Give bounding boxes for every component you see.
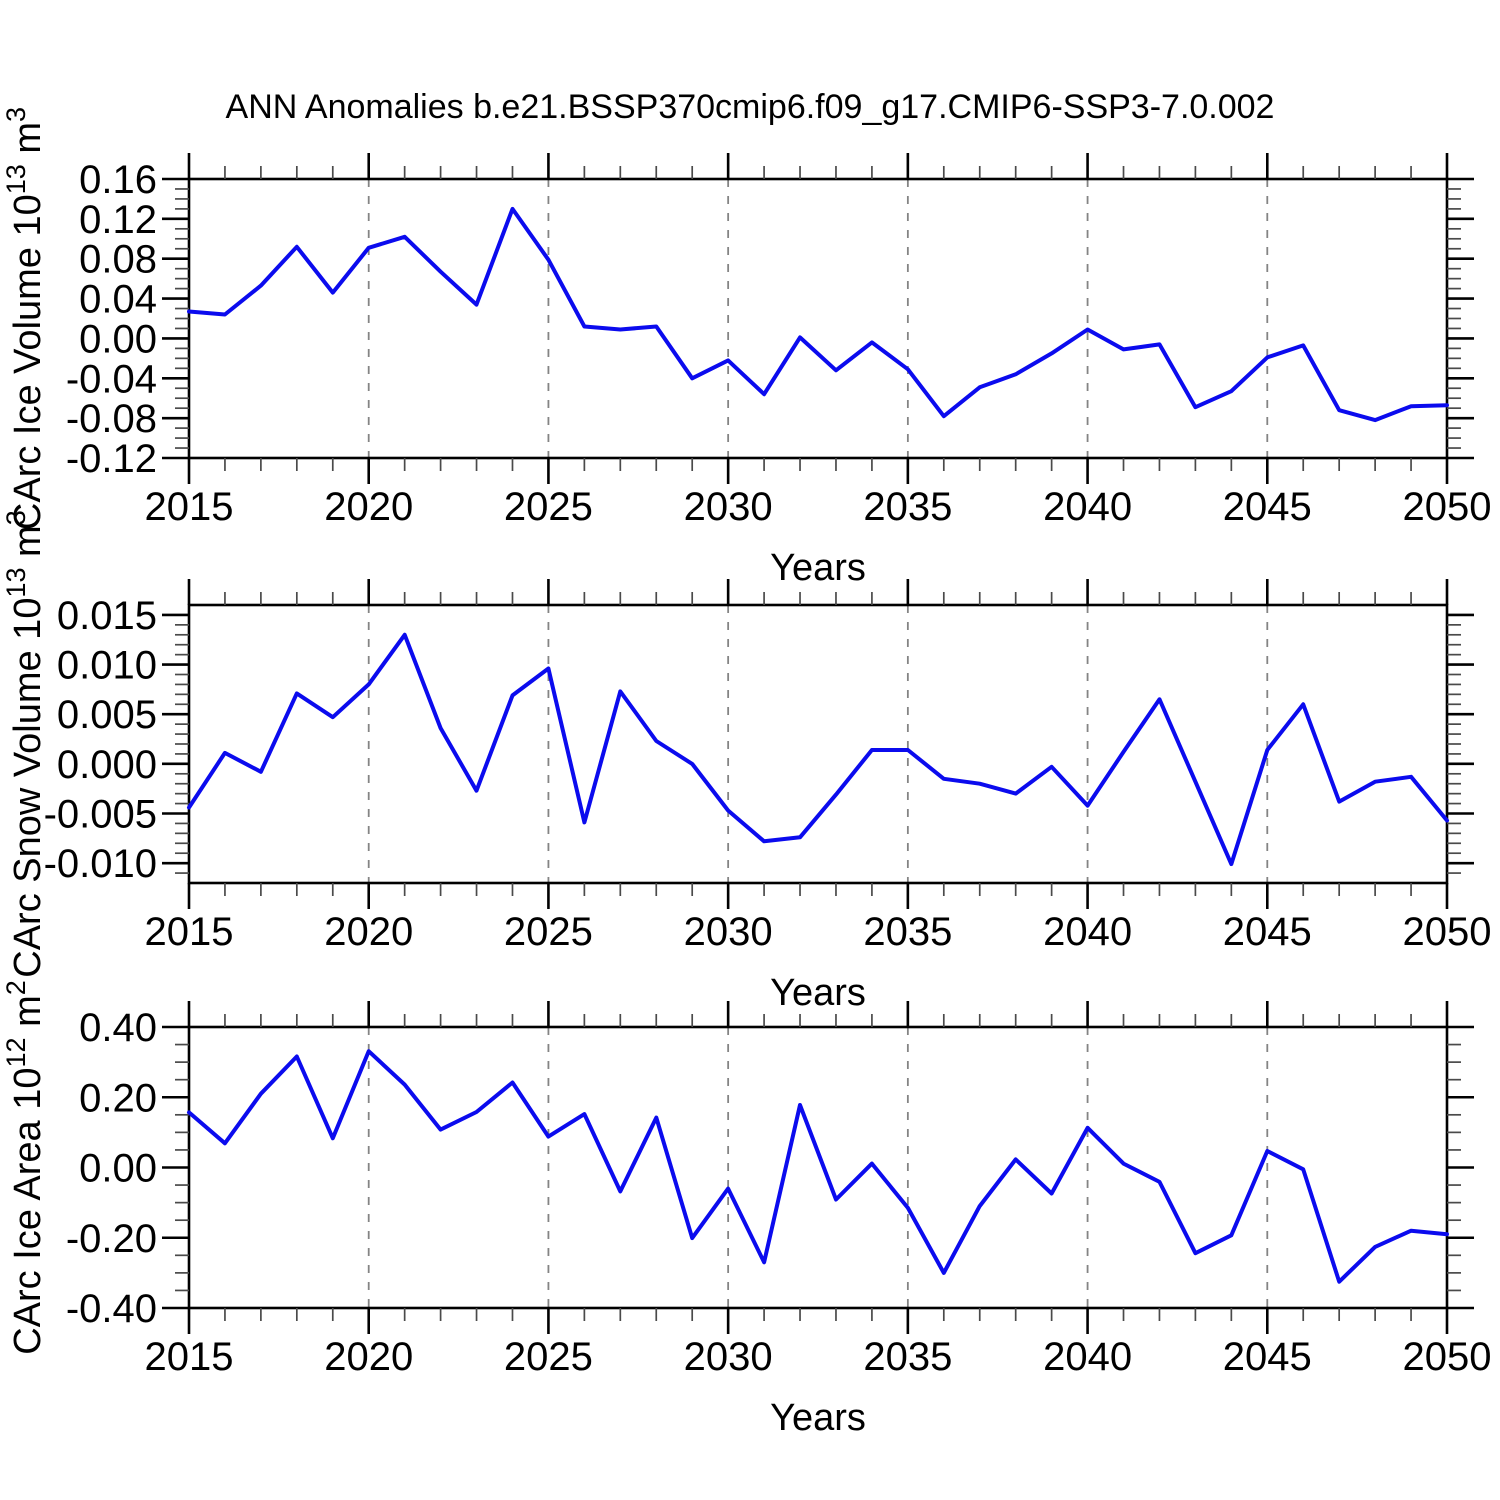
svg-text:2015: 2015 (145, 1335, 234, 1379)
svg-text:2035: 2035 (863, 1335, 952, 1379)
svg-text:2025: 2025 (504, 910, 593, 954)
svg-text:2050: 2050 (1403, 910, 1492, 954)
svg-text:2025: 2025 (504, 485, 593, 529)
svg-text:2035: 2035 (863, 485, 952, 529)
svg-text:2015: 2015 (145, 910, 234, 954)
svg-text:2030: 2030 (684, 1335, 773, 1379)
svg-text:2025: 2025 (504, 1335, 593, 1379)
svg-text:2015: 2015 (145, 485, 234, 529)
y-axis-ticks (162, 177, 1474, 460)
x-tick-labels: 2015 2020 2025 2030 2035 2040 2045 2050 (145, 910, 1492, 954)
svg-text:0.40: 0.40 (79, 1006, 157, 1050)
svg-text:2020: 2020 (324, 910, 413, 954)
svg-text:0.00: 0.00 (79, 317, 157, 361)
svg-text:2030: 2030 (684, 910, 773, 954)
plot-frame (187, 603, 1449, 885)
x-tick-labels: 2015 2020 2025 2030 2035 2040 2045 2050 (145, 1335, 1492, 1379)
svg-text:0.16: 0.16 (79, 158, 157, 202)
panel-carc-ice-area: 2015 2020 2025 2030 2035 2040 2045 2050 0.40 0.20… (1, 980, 1491, 1439)
gridlines (367, 1027, 1269, 1308)
y-tick-labels: 0.40 0.20 0.00 -0.20 -0.40 (66, 1006, 157, 1331)
x-axis-ticks (187, 1001, 1449, 1334)
svg-text:2045: 2045 (1223, 1335, 1312, 1379)
svg-text:-0.010: -0.010 (44, 842, 157, 886)
svg-text:2020: 2020 (324, 485, 413, 529)
svg-text:2040: 2040 (1043, 485, 1132, 529)
svg-text:-0.12: -0.12 (66, 437, 157, 481)
x-axis-ticks (187, 153, 1449, 484)
x-tick-labels: 2015 2020 2025 2030 2035 2040 2045 2050 (145, 485, 1492, 529)
svg-text:-0.08: -0.08 (66, 397, 157, 441)
svg-text:-0.20: -0.20 (66, 1217, 157, 1261)
svg-text:2020: 2020 (324, 1335, 413, 1379)
svg-text:0.20: 0.20 (79, 1076, 157, 1120)
svg-text:2035: 2035 (863, 910, 952, 954)
svg-text:2045: 2045 (1223, 485, 1312, 529)
svg-text:-0.005: -0.005 (44, 793, 157, 837)
y-axis-title: CArc Ice Area 1012 m2 (1, 980, 49, 1355)
svg-text:0.08: 0.08 (79, 238, 157, 282)
gridlines (367, 605, 1269, 883)
panel-carc-ice-volume: 2015 2020 2025 2030 2035 2040 2045 2050 0.160.12… (1, 107, 1491, 589)
y-axis-title: CArc Ice Volume 1013 m3 (1, 107, 49, 530)
svg-text:-0.40: -0.40 (66, 1287, 157, 1331)
y-axis-ticks (162, 1025, 1474, 1310)
svg-text:0.12: 0.12 (79, 198, 157, 242)
series-line-carc-snow-volume (187, 632, 1449, 867)
y-axis-ticks (162, 613, 1474, 874)
svg-text:2050: 2050 (1403, 485, 1492, 529)
x-axis-title: Years (770, 972, 866, 1014)
svg-text:0.005: 0.005 (57, 693, 157, 737)
svg-text:0.010: 0.010 (57, 644, 157, 688)
y-tick-labels: 0.015 0.010 0.005 0.000 -0.005 -0.010 (44, 594, 157, 886)
chart-title: ANN Anomalies b.e21.BSSP370cmip6.f09_g17… (225, 88, 1275, 126)
y-tick-labels: 0.160.120.080.040.00-0.04-0.08-0.12 (66, 158, 157, 481)
series-line-carc-ice-area (187, 1049, 1449, 1284)
svg-text:2030: 2030 (684, 485, 773, 529)
x-axis-title: Years (770, 547, 866, 589)
svg-text:2040: 2040 (1043, 1335, 1132, 1379)
svg-text:0.00: 0.00 (79, 1147, 157, 1191)
series-line-carc-ice-volume (187, 206, 1449, 423)
svg-text:0.000: 0.000 (57, 743, 157, 787)
y-axis-title: CArc Snow Volume 1013 m3 (1, 510, 49, 977)
plot-frame (187, 177, 1449, 460)
svg-text:0.015: 0.015 (57, 594, 157, 638)
x-axis-title: Years (770, 1397, 866, 1439)
svg-text:0.04: 0.04 (79, 278, 157, 322)
panel-carc-snow-volume: 2015 2020 2025 2030 2035 2040 2045 20500.0150.0… (1, 510, 1491, 1014)
gridlines (367, 179, 1269, 458)
svg-text:2050: 2050 (1403, 1335, 1492, 1379)
svg-text:-0.04: -0.04 (66, 357, 157, 401)
x-axis-ticks (187, 579, 1449, 909)
svg-text:2045: 2045 (1223, 910, 1312, 954)
svg-text:2040: 2040 (1043, 910, 1132, 954)
